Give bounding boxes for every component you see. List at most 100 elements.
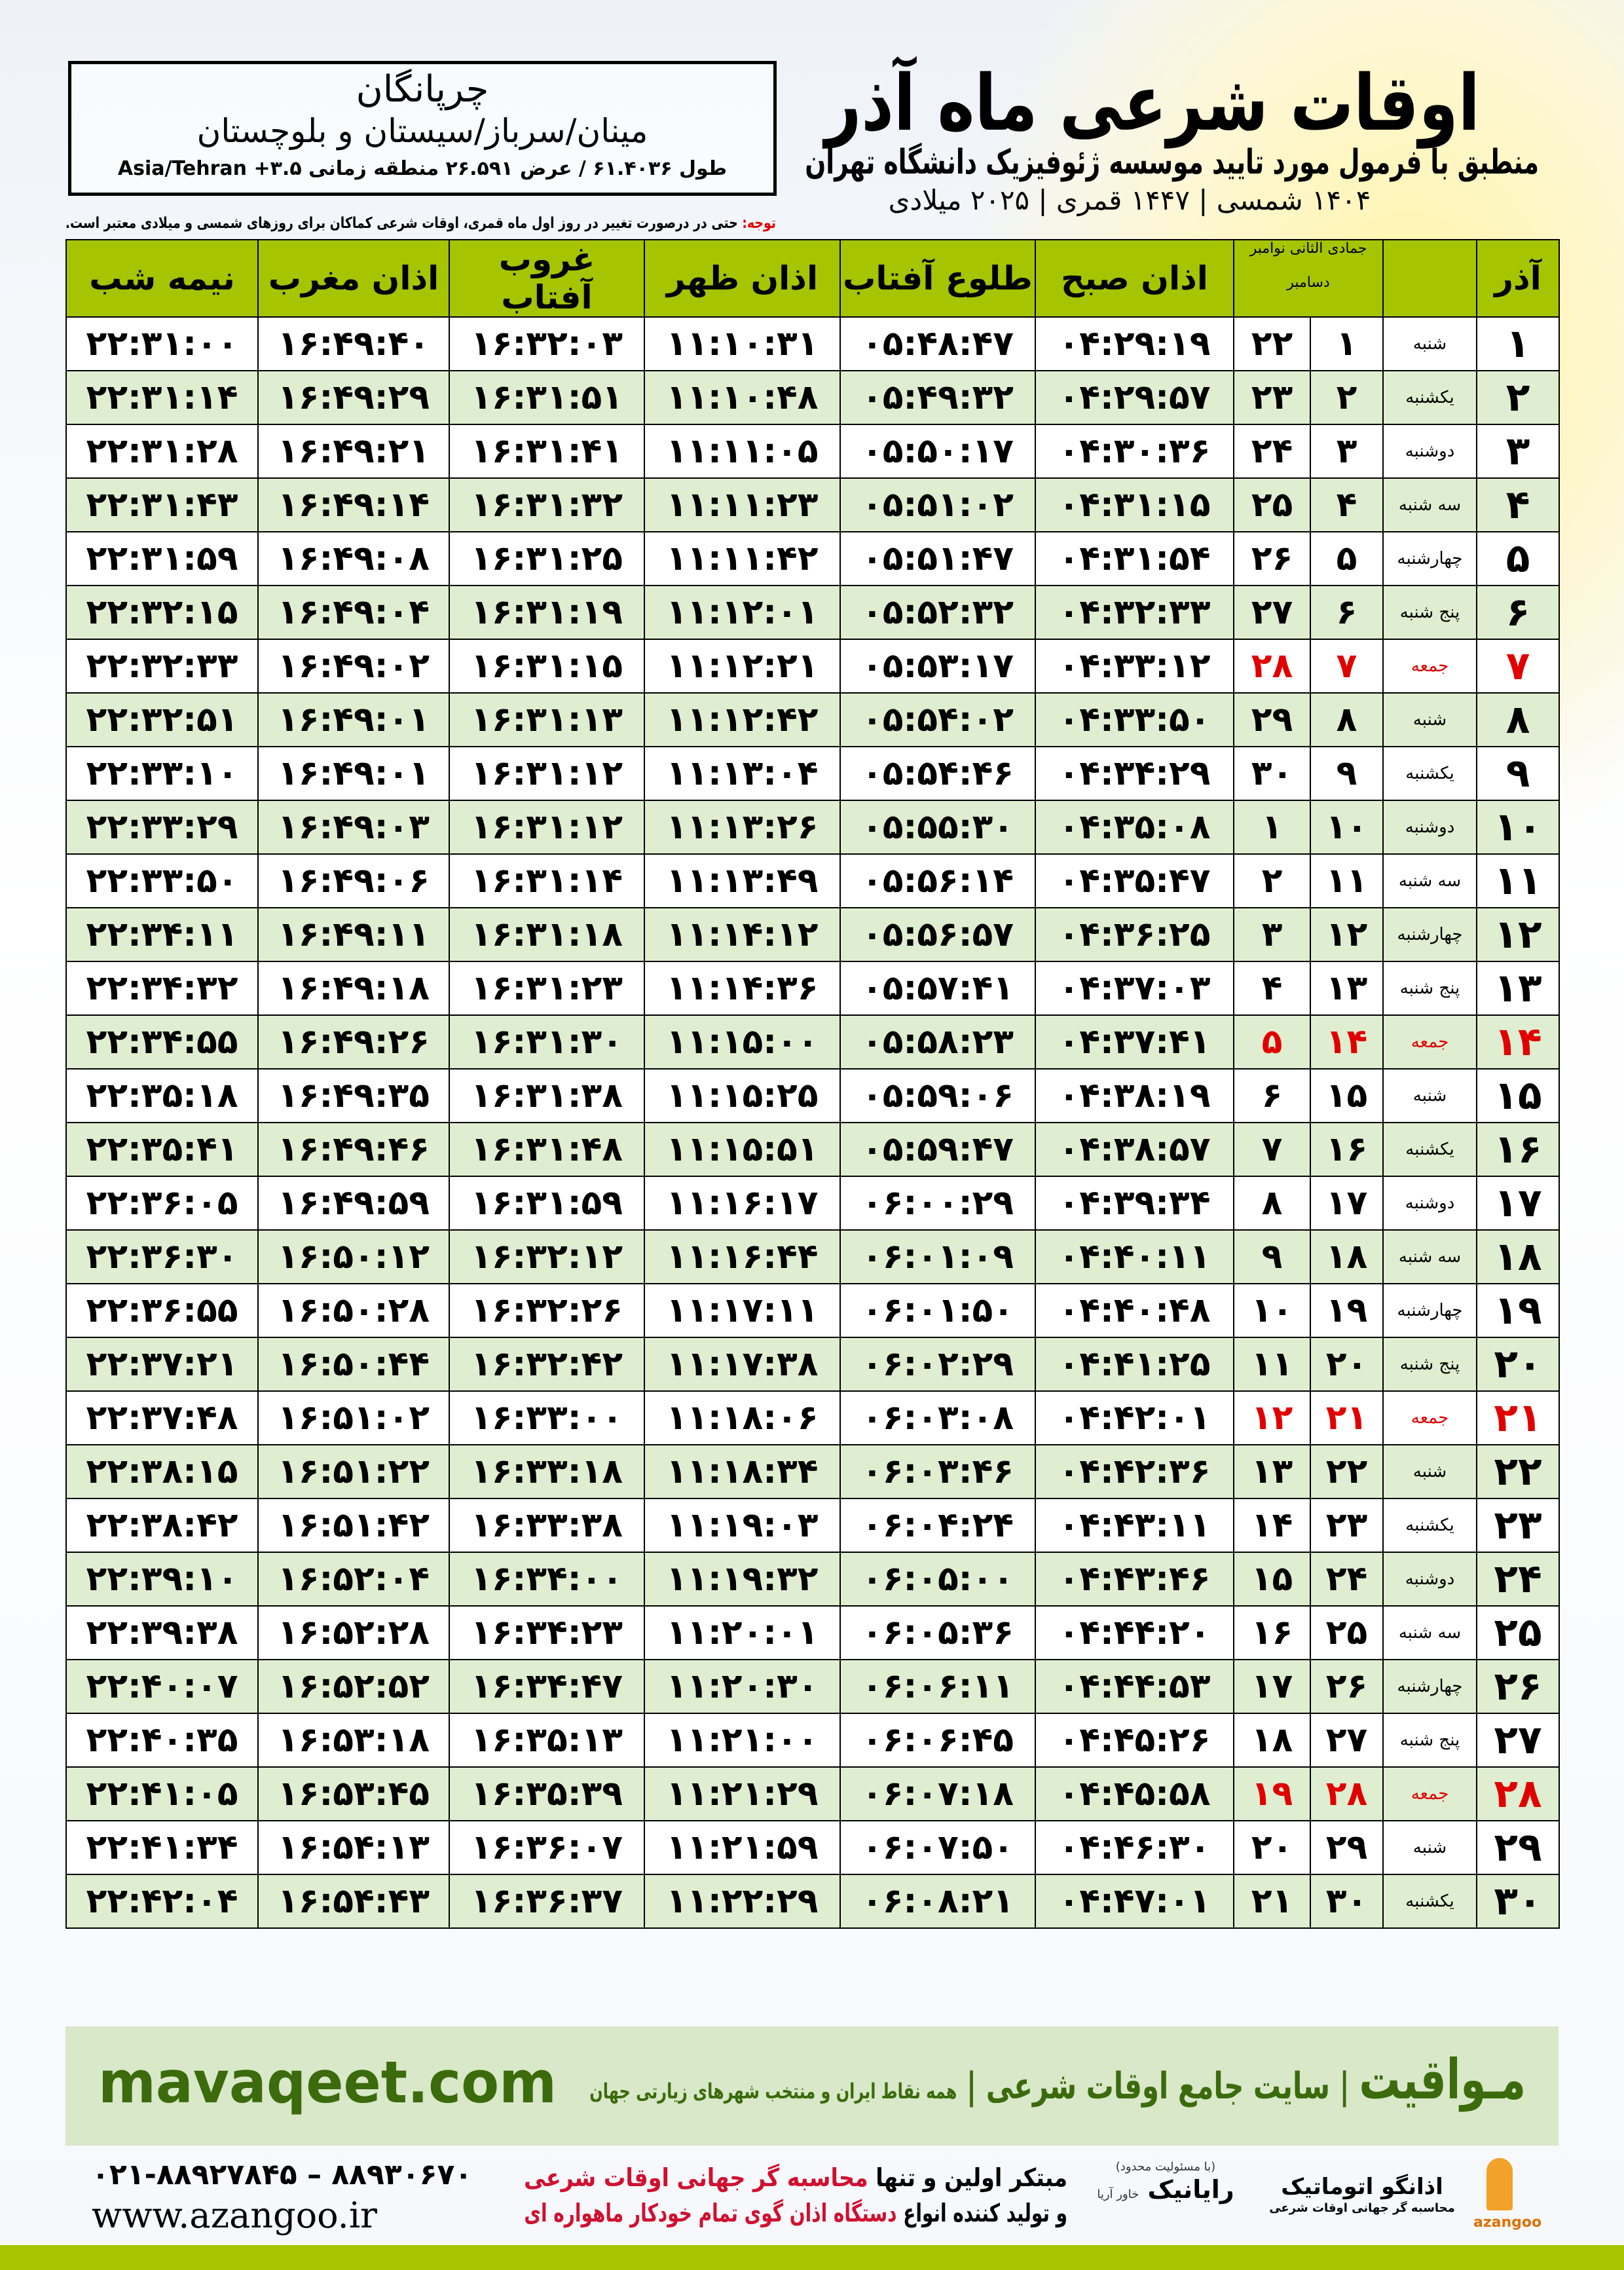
maghrib-time: ۱۶:۴۹:۰۴ xyxy=(257,585,450,640)
jamadi-day: ۲۱ xyxy=(1310,1390,1384,1445)
weekday: جمعه xyxy=(1382,1766,1478,1821)
maghrib-time: ۱۶:۵۴:۴۳ xyxy=(257,1874,450,1929)
fajr-time: ۰۴:۴۰:۱۱ xyxy=(1035,1229,1234,1284)
promo-line1: مبتکر اولین و تنها xyxy=(868,2163,1067,2192)
midnight-time: ۲۲:۳۳:۱۰ xyxy=(65,746,259,801)
jamadi-day: ۱۴ xyxy=(1310,1014,1384,1070)
dhuhr-time: ۱۱:۱۳:۰۴ xyxy=(644,746,841,801)
maghrib-time: ۱۶:۵۳:۴۵ xyxy=(257,1766,450,1821)
sunset-time: ۱۶:۳۶:۰۷ xyxy=(449,1820,645,1875)
fajr-time: ۰۴:۴۵:۵۸ xyxy=(1035,1766,1234,1821)
sunset-time: ۱۶:۳۱:۱۹ xyxy=(449,585,645,640)
dhuhr-time: ۱۱:۱۶:۱۷ xyxy=(644,1176,841,1231)
midnight-time: ۲۲:۳۹:۱۰ xyxy=(65,1552,259,1607)
jamadi-day: ۱۶ xyxy=(1310,1122,1384,1177)
table-row: ۷ جمعه ۷ ۲۸ ۰۴:۳۳:۱۲ ۰۵:۵۳:۱۷ ۱۱:۱۲:۲۱ ۱۶:۳۱:۱۵… xyxy=(65,639,1560,694)
maghrib-time: ۱۶:۵۱:۴۲ xyxy=(257,1498,450,1553)
maghrib-time: ۱۶:۴۹:۰۲ xyxy=(257,639,450,694)
weekday: سه شنبه xyxy=(1382,1605,1478,1660)
notice-text: حتی در درصورت تغییر در روز اول ماه قمری،… xyxy=(65,215,743,232)
sunset-time: ۱۶:۳۲:۰۳ xyxy=(449,316,645,371)
day-number: ۱۳ xyxy=(1476,961,1560,1016)
maghrib-time: ۱۶:۴۹:۱۴ xyxy=(257,477,450,532)
table-row: ۱۵ شنبه ۱۵ ۶ ۰۴:۳۸:۱۹ ۰۵:۵۹:۰۶ ۱۱:۱۵:۲۵ ۱۶:۳۱:۳… xyxy=(65,1068,1560,1123)
site-url[interactable]: mavaqeet.com xyxy=(98,2049,557,2116)
sunset-time: ۱۶:۳۱:۱۸ xyxy=(449,907,645,962)
midnight-time: ۲۲:۴۱:۰۵ xyxy=(65,1766,259,1821)
sunrise-time: ۰۶:۰۳:۴۶ xyxy=(840,1444,1036,1499)
december-day: ۲۱ xyxy=(1232,1874,1312,1929)
sunrise-time: ۰۵:۵۹:۴۷ xyxy=(840,1122,1036,1177)
sunset-time: ۱۶:۳۱:۴۱ xyxy=(449,424,645,479)
december-day: ۲۰ xyxy=(1232,1820,1312,1875)
table-row: ۱۲ چهارشنبه ۱۲ ۳ ۰۴:۳۶:۲۵ ۰۵:۵۶:۵۷ ۱۱:۱۴:۱۲ ۱۶:… xyxy=(65,907,1560,962)
table-row: ۶ پنج شنبه ۶ ۲۷ ۰۴:۳۲:۳۳ ۰۵:۵۲:۳۲ ۱۱:۱۲:۰۱ ۱۶:۳… xyxy=(65,585,1560,640)
december-day: ۱۰ xyxy=(1232,1283,1312,1338)
weekday: شنبه xyxy=(1382,316,1478,371)
maghrib-time: ۱۶:۵۰:۲۸ xyxy=(257,1283,450,1338)
table-row: ۲۷ پنج شنبه ۲۷ ۱۸ ۰۴:۴۵:۲۶ ۰۶:۰۶:۴۵ ۱۱:۲۱:۰۰ ۱۶… xyxy=(65,1713,1560,1768)
dhuhr-time: ۱۱:۱۲:۰۱ xyxy=(644,585,841,640)
sunset-time: ۱۶:۳۴:۲۳ xyxy=(449,1605,645,1660)
sunset-time: ۱۶:۳۲:۴۲ xyxy=(449,1337,645,1392)
jamadi-day: ۱ xyxy=(1310,316,1384,371)
jamadi-day: ۵ xyxy=(1310,531,1384,586)
fajr-time: ۰۴:۳۳:۱۲ xyxy=(1035,639,1234,694)
fajr-time: ۰۴:۳۶:۲۵ xyxy=(1035,907,1234,962)
sunrise-time: ۰۵:۵۳:۱۷ xyxy=(840,639,1036,694)
table-row: ۲۸ جمعه ۲۸ ۱۹ ۰۴:۴۵:۵۸ ۰۶:۰۷:۱۸ ۱۱:۲۱:۲۹ ۱۶:۳۵:… xyxy=(65,1766,1560,1821)
dhuhr-time: ۱۱:۲۱:۵۹ xyxy=(644,1820,841,1875)
weekday: شنبه xyxy=(1382,1820,1478,1875)
midnight-time: ۲۲:۳۸:۱۵ xyxy=(65,1444,259,1499)
jamadi-day: ۲۴ xyxy=(1310,1552,1384,1607)
day-number: ۱۰ xyxy=(1476,800,1560,855)
dhuhr-time: ۱۱:۱۸:۰۶ xyxy=(644,1390,841,1445)
sunrise-time: ۰۵:۵۵:۳۰ xyxy=(840,800,1036,855)
fajr-time: ۰۴:۴۳:۱۱ xyxy=(1035,1498,1234,1553)
midnight-time: ۲۲:۳۷:۲۱ xyxy=(65,1337,259,1392)
table-row: ۲۹ شنبه ۲۹ ۲۰ ۰۴:۴۶:۳۰ ۰۶:۰۷:۵۰ ۱۱:۲۱:۵۹ ۱۶:۳۶:… xyxy=(65,1820,1560,1875)
promo-highlight2: دستگاه اذان گوی تمام خودکار ماهواره ای xyxy=(524,2199,897,2227)
day-number: ۶ xyxy=(1476,585,1560,640)
sunrise-time: ۰۵:۵۹:۰۶ xyxy=(840,1068,1036,1123)
december-day: ۲۴ xyxy=(1232,424,1312,479)
dhuhr-time: ۱۱:۱۶:۴۴ xyxy=(644,1229,841,1284)
weekday: شنبه xyxy=(1382,1068,1478,1123)
december-day: ۱۷ xyxy=(1232,1659,1312,1714)
table-row: ۱۷ دوشنبه ۱۷ ۸ ۰۴:۳۹:۳۴ ۰۶:۰۰:۲۹ ۱۱:۱۶:۱۷ ۱۶:۳۱… xyxy=(65,1176,1560,1231)
azangoo-url[interactable]: www.azangoo.ir xyxy=(92,2195,377,2236)
maghrib-time: ۱۶:۵۴:۱۳ xyxy=(257,1820,450,1875)
sunset-time: ۱۶:۳۱:۱۵ xyxy=(449,639,645,694)
jamadi-day: ۲۸ xyxy=(1310,1766,1384,1821)
midnight-time: ۲۲:۴۰:۳۵ xyxy=(65,1713,259,1768)
midnight-time: ۲۲:۳۱:۱۴ xyxy=(65,370,259,425)
december-day: ۲۹ xyxy=(1232,692,1312,747)
brand-line: مـواقیت | سایت جامع اوقات شرعی | همه نقا… xyxy=(589,2047,1526,2124)
december-day: ۱۳ xyxy=(1232,1444,1312,1499)
weekday: پنج شنبه xyxy=(1382,1713,1478,1768)
day-number: ۱۴ xyxy=(1476,1014,1560,1070)
day-number: ۸ xyxy=(1476,692,1560,747)
sunset-time: ۱۶:۳۶:۳۷ xyxy=(449,1874,645,1929)
sunrise-time: ۰۵:۵۸:۲۳ xyxy=(840,1014,1036,1070)
sunset-time: ۱۶:۳۱:۳۸ xyxy=(449,1068,645,1123)
jamadi-day: ۳ xyxy=(1310,424,1384,479)
weekday: سه شنبه xyxy=(1382,477,1478,532)
weekday: جمعه xyxy=(1382,639,1478,694)
maghrib-time: ۱۶:۴۹:۱۱ xyxy=(257,907,450,962)
sunrise-time: ۰۶:۰۶:۱۱ xyxy=(840,1659,1036,1714)
weekday: دوشنبه xyxy=(1382,1552,1478,1607)
december-day: ۷ xyxy=(1232,1122,1312,1177)
midnight-time: ۲۲:۳۳:۵۰ xyxy=(65,853,259,908)
table-row: ۸ شنبه ۸ ۲۹ ۰۴:۳۳:۵۰ ۰۵:۵۴:۰۲ ۱۱:۱۲:۴۲ ۱۶:۳۱:۱۳… xyxy=(65,692,1560,747)
fajr-time: ۰۴:۳۴:۲۹ xyxy=(1035,746,1234,801)
azangoo-logo-text: اذانگو اتوماتیک محاسبه گر جهانی اوقات شرع… xyxy=(1257,2173,1467,2216)
weekday: سه شنبه xyxy=(1382,853,1478,908)
dhuhr-time: ۱۱:۱۱:۴۲ xyxy=(644,531,841,586)
weekday: یکشنبه xyxy=(1382,1498,1478,1553)
day-number: ۱۶ xyxy=(1476,1122,1560,1177)
year-line: ۱۴۰۴ شمسی | ۱۴۴۷ قمری | ۲۰۲۵ میلادی xyxy=(888,184,1371,216)
december-day: ۱۵ xyxy=(1232,1552,1312,1607)
col-jamadi-label: جمادی الثانی xyxy=(1289,240,1367,257)
sunset-time: ۱۶:۳۲:۲۶ xyxy=(449,1283,645,1338)
